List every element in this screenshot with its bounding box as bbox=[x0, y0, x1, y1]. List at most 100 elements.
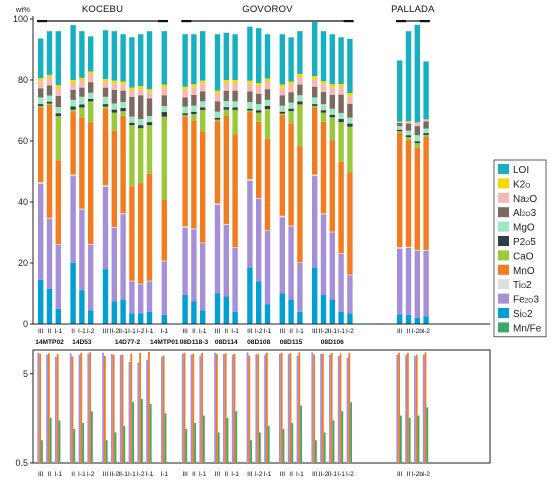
bar-fe2o3 bbox=[102, 352, 104, 463]
bottom-bar-label: III bbox=[38, 471, 44, 478]
bar-segment-mno bbox=[88, 122, 94, 245]
bar-segment-al2o3 bbox=[320, 91, 327, 105]
bar-segment-al2o3 bbox=[232, 90, 238, 102]
bar-segment-k2o bbox=[146, 89, 153, 93]
bar-mn-fe bbox=[408, 417, 411, 463]
bar-segment-loi bbox=[191, 34, 197, 85]
bar-segment-tio2 bbox=[102, 185, 109, 187]
bar-label: II bbox=[289, 328, 293, 335]
sample-label: 08D106 bbox=[321, 339, 344, 346]
bar-segment-tio2 bbox=[70, 174, 76, 177]
bar-mno bbox=[162, 355, 165, 463]
bottom-bar-label: II bbox=[224, 471, 228, 478]
bar-segment-al2o3 bbox=[161, 95, 167, 106]
bar-segment-cao bbox=[347, 126, 353, 173]
bar-label: I-2 bbox=[87, 328, 95, 335]
bar-mn-fe bbox=[426, 407, 429, 463]
bar-segment-loi bbox=[161, 31, 167, 85]
site-bracket-end bbox=[181, 20, 192, 23]
bar-fe2o3 bbox=[46, 354, 48, 463]
bar-segment-fe2o3 bbox=[264, 230, 271, 305]
bar-segment-p2o5 bbox=[297, 101, 303, 105]
bar-segment-fe2o3 bbox=[55, 244, 61, 309]
bar-mn-fe bbox=[341, 411, 344, 463]
bar-segment-mgo bbox=[414, 135, 420, 142]
bar-mno bbox=[39, 353, 41, 463]
bar-segment-mno bbox=[182, 116, 188, 227]
bar-segment-al2o3 bbox=[55, 95, 61, 108]
bar-segment-mgo bbox=[288, 102, 294, 109]
bar-segment-cao bbox=[38, 105, 44, 108]
bar-segment-loi bbox=[38, 38, 44, 79]
bar-segment-mgo bbox=[55, 107, 61, 114]
bottom-y-tick-label: 0.5 bbox=[15, 458, 28, 468]
bottom-bar-label: I-2 bbox=[346, 471, 354, 478]
bar-segment-k2o bbox=[46, 74, 53, 78]
bar-mn-fe bbox=[300, 405, 302, 463]
bar-segment-tio2 bbox=[200, 242, 206, 244]
bar-segment-cao bbox=[320, 112, 327, 122]
bar-fe2o3 bbox=[346, 357, 349, 463]
bar-segment-p2o5 bbox=[146, 122, 153, 126]
bar-segment-tio2 bbox=[329, 231, 335, 233]
bar-mno bbox=[130, 353, 133, 463]
bar-segment-sio2 bbox=[129, 313, 135, 324]
bar-segment-mgo bbox=[312, 97, 318, 105]
bar-fe2o3 bbox=[78, 354, 81, 463]
bar-segment-fe2o3 bbox=[329, 232, 335, 300]
bar-segment-sio2 bbox=[214, 293, 221, 324]
bar-segment-loi bbox=[232, 34, 238, 80]
bar-segment-mno bbox=[232, 134, 238, 248]
bar-mn-fe bbox=[58, 420, 61, 463]
bar-segment-k2o bbox=[312, 76, 318, 80]
bottom-bar-label: II-1 bbox=[328, 471, 338, 478]
bar-segment-loi bbox=[405, 31, 412, 122]
bar-label: I-1 bbox=[337, 328, 345, 335]
bar-segment-p2o5 bbox=[70, 106, 76, 110]
bar-label: II-2 bbox=[110, 328, 120, 335]
bar-label: I-1 bbox=[160, 328, 168, 335]
sample-label: 08D114 bbox=[215, 339, 238, 346]
bar-segment-k2o bbox=[279, 84, 285, 88]
bar-segment-cao bbox=[182, 115, 188, 117]
bar-segment-cao bbox=[288, 111, 294, 124]
legend-entry-label: Na2O bbox=[513, 194, 537, 205]
top-y-tick-label: 80 bbox=[18, 75, 28, 85]
bar-segment-loi bbox=[329, 34, 335, 85]
bar-segment-na2o bbox=[338, 87, 344, 95]
bar-segment-mgo bbox=[232, 101, 238, 108]
bar-segment-al2o3 bbox=[46, 85, 53, 96]
bar-segment-cao bbox=[102, 106, 109, 109]
bar-segment-tio2 bbox=[138, 283, 144, 285]
bar-segment-mgo bbox=[111, 103, 117, 110]
bar-segment-mno bbox=[70, 112, 76, 175]
bar-segment-tio2 bbox=[55, 244, 61, 245]
bar-segment-al2o3 bbox=[338, 94, 344, 113]
bar-segment-mgo bbox=[279, 105, 285, 112]
legend-entry-label: LOI bbox=[513, 165, 529, 176]
bar-segment-cao bbox=[111, 112, 117, 131]
bar-segment-na2o bbox=[88, 74, 94, 83]
bar-segment-na2o bbox=[46, 77, 53, 86]
bar-label: I-2 bbox=[255, 328, 263, 335]
bar-mn-fe bbox=[91, 411, 93, 463]
bar-segment-k2o bbox=[223, 80, 229, 84]
bar-segment-loi bbox=[256, 28, 262, 84]
bar-segment-na2o bbox=[102, 82, 109, 88]
bar-mn-fe bbox=[315, 440, 317, 463]
bar-segment-fe2o3 bbox=[88, 244, 94, 311]
bar-segment-k2o bbox=[288, 81, 294, 85]
bar-segment-mgo bbox=[256, 104, 262, 111]
bar-segment-tio2 bbox=[88, 244, 94, 245]
bar-segment-mno bbox=[79, 117, 85, 209]
bar-segment-p2o5 bbox=[256, 110, 262, 113]
bar-mno bbox=[257, 354, 259, 463]
bottom-bar-label: I-1 bbox=[54, 471, 62, 478]
bar-fe2o3 bbox=[296, 356, 299, 463]
bar-segment-cao bbox=[191, 114, 197, 121]
bar-label: I-1 bbox=[128, 328, 136, 335]
top-y-tick-label: 0 bbox=[23, 319, 28, 329]
bar-segment-tio2 bbox=[423, 249, 429, 251]
bar-label: I-1 bbox=[199, 328, 207, 335]
